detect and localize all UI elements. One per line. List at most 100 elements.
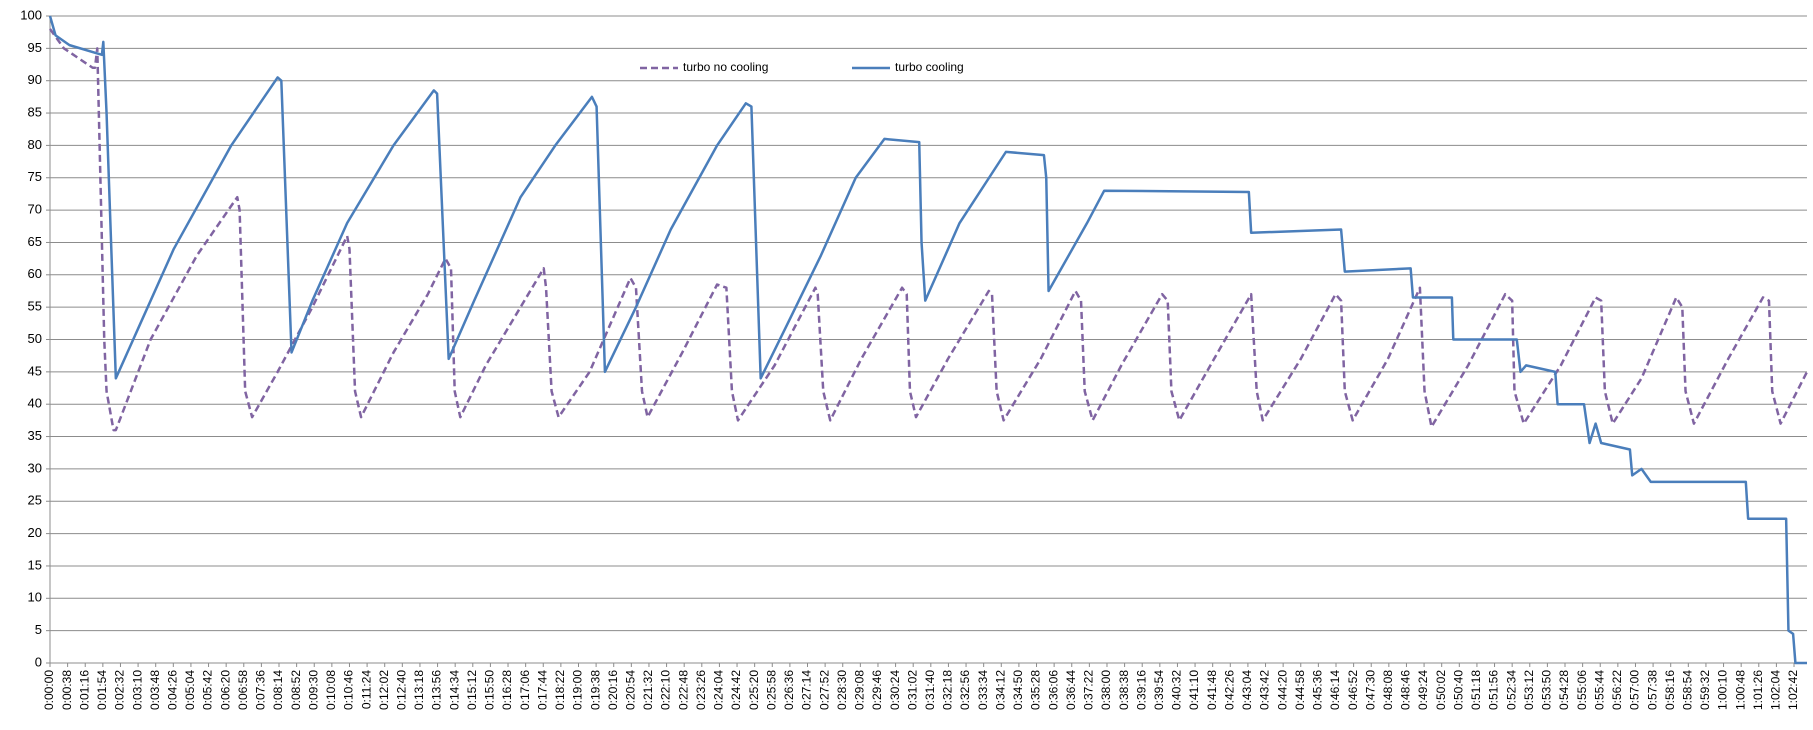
x-tick-label: 0:35:28 <box>1029 670 1043 710</box>
x-tick-label: 0:48:46 <box>1399 670 1413 710</box>
x-tick-label: 0:55:06 <box>1575 670 1589 710</box>
x-tick-label: 0:03:48 <box>148 670 162 710</box>
x-tick-label: 0:54:28 <box>1557 670 1571 710</box>
x-tick-label: 0:31:40 <box>923 670 937 710</box>
x-tick-label: 0:44:58 <box>1293 670 1307 710</box>
x-tick-label: 0:02:32 <box>113 670 127 710</box>
x-tick-label: 0:17:06 <box>518 670 532 710</box>
x-tick-label: 0:01:16 <box>77 670 91 710</box>
legend-label: turbo no cooling <box>683 60 768 74</box>
x-tick-label: 0:44:20 <box>1275 670 1289 710</box>
x-tick-label: 0:28:30 <box>835 670 849 710</box>
x-tick-label: 0:32:18 <box>941 670 955 710</box>
x-tick-label: 0:30:24 <box>888 670 902 710</box>
y-tick-label: 55 <box>28 299 42 314</box>
x-tick-label: 0:36:06 <box>1046 670 1060 710</box>
x-tick-label: 0:32:56 <box>958 670 972 710</box>
x-tick-label: 0:25:58 <box>764 670 778 710</box>
x-tick-label: 0:16:28 <box>500 670 514 710</box>
x-tick-label: 1:01:26 <box>1751 670 1765 710</box>
x-tick-label: 1:02:42 <box>1786 670 1800 710</box>
y-tick-label: 20 <box>28 525 42 540</box>
x-tick-label: 0:22:48 <box>676 670 690 710</box>
x-tick-label: 0:42:26 <box>1222 670 1236 710</box>
x-tick-label: 0:03:10 <box>130 670 144 710</box>
x-tick-label: 0:18:22 <box>553 670 567 710</box>
y-tick-label: 0 <box>35 654 42 669</box>
x-tick-label: 0:51:18 <box>1469 670 1483 710</box>
x-tick-label: 0:06:58 <box>236 670 250 710</box>
x-tick-label: 0:10:08 <box>324 670 338 710</box>
x-tick-label: 0:14:34 <box>447 670 461 710</box>
y-tick-label: 50 <box>28 331 42 346</box>
x-tick-label: 0:46:52 <box>1346 670 1360 710</box>
x-tick-label: 0:36:44 <box>1064 670 1078 710</box>
x-tick-label: 1:00:10 <box>1716 670 1730 710</box>
x-tick-label: 0:34:50 <box>1011 670 1025 710</box>
x-tick-label: 0:38:38 <box>1117 670 1131 710</box>
x-tick-label: 0:24:04 <box>712 670 726 710</box>
x-tick-label: 0:43:42 <box>1258 670 1272 710</box>
x-tick-label: 0:56:22 <box>1610 670 1624 710</box>
x-tick-label: 0:05:04 <box>183 670 197 710</box>
x-tick-label: 0:39:16 <box>1134 670 1148 710</box>
y-tick-label: 45 <box>28 363 42 378</box>
y-tick-label: 100 <box>20 7 42 22</box>
x-tick-label: 0:12:02 <box>377 670 391 710</box>
y-tick-label: 40 <box>28 396 42 411</box>
x-tick-label: 0:50:40 <box>1451 670 1465 710</box>
x-tick-label: 0:20:16 <box>606 670 620 710</box>
x-tick-label: 0:10:46 <box>342 670 356 710</box>
x-tick-label: 1:02:04 <box>1769 670 1783 710</box>
x-tick-label: 0:27:14 <box>800 670 814 710</box>
series-line <box>48 28 1809 432</box>
x-tick-label: 0:00:38 <box>60 670 74 710</box>
x-tick-label: 0:33:34 <box>976 670 990 710</box>
x-tick-label: 0:15:50 <box>483 670 497 710</box>
x-tick-label: 0:55:44 <box>1592 670 1606 710</box>
x-tick-label: 0:47:30 <box>1363 670 1377 710</box>
y-tick-label: 30 <box>28 460 42 475</box>
x-tick-label: 0:09:30 <box>306 670 320 710</box>
x-tick-label: 0:53:12 <box>1522 670 1536 710</box>
x-tick-label: 0:57:00 <box>1628 670 1642 710</box>
y-tick-label: 60 <box>28 266 42 281</box>
x-tick-label: 0:58:16 <box>1663 670 1677 710</box>
x-tick-label: 1:00:48 <box>1733 670 1747 710</box>
x-tick-label: 0:43:04 <box>1240 670 1254 710</box>
y-tick-label: 90 <box>28 72 42 87</box>
y-tick-label: 15 <box>28 557 42 572</box>
y-tick-label: 95 <box>28 40 42 55</box>
x-tick-label: 0:06:20 <box>218 670 232 710</box>
x-tick-label: 0:41:48 <box>1205 670 1219 710</box>
x-tick-label: 0:00:00 <box>42 670 56 710</box>
y-tick-label: 5 <box>35 622 42 637</box>
x-tick-label: 0:57:38 <box>1645 670 1659 710</box>
x-tick-label: 0:13:18 <box>412 670 426 710</box>
x-tick-label: 0:19:00 <box>571 670 585 710</box>
x-tick-label: 0:53:50 <box>1540 670 1554 710</box>
x-tick-label: 0:37:22 <box>1082 670 1096 710</box>
x-tick-label: 0:45:36 <box>1311 670 1325 710</box>
x-tick-label: 0:34:12 <box>993 670 1007 710</box>
x-tick-label: 0:49:24 <box>1416 670 1430 710</box>
x-tick-label: 0:58:54 <box>1680 670 1694 710</box>
x-tick-label: 0:29:46 <box>870 670 884 710</box>
x-tick-label: 0:59:32 <box>1698 670 1712 710</box>
y-tick-label: 25 <box>28 493 42 508</box>
x-tick-label: 0:13:56 <box>430 670 444 710</box>
x-tick-label: 0:27:52 <box>817 670 831 710</box>
x-tick-label: 0:52:34 <box>1504 670 1518 710</box>
y-tick-label: 80 <box>28 137 42 152</box>
x-tick-label: 0:22:10 <box>659 670 673 710</box>
x-tick-label: 0:29:08 <box>853 670 867 710</box>
x-tick-label: 0:23:26 <box>694 670 708 710</box>
y-tick-label: 10 <box>28 590 42 605</box>
x-tick-label: 0:12:40 <box>394 670 408 710</box>
x-tick-label: 0:50:02 <box>1434 670 1448 710</box>
x-tick-label: 0:17:44 <box>535 670 549 710</box>
legend-label: turbo cooling <box>895 60 964 74</box>
x-tick-label: 0:04:26 <box>165 670 179 710</box>
x-tick-label: 0:31:02 <box>905 670 919 710</box>
